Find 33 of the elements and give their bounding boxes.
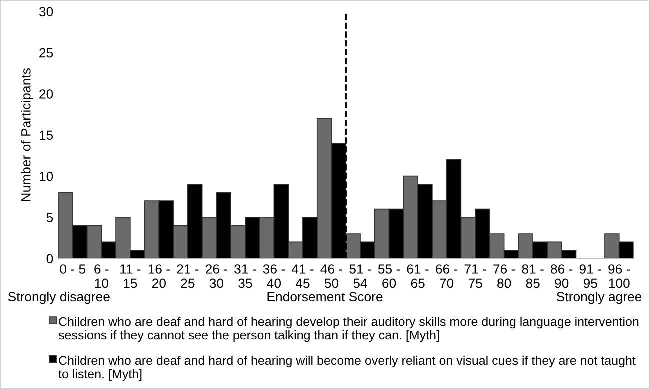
- legend-label: Children who are deaf and hard of hearing develop their auditory skills more during language intervention sessions if they cannot see the person talking than if they can. [Myth]: [58, 317, 639, 342]
- x-tick-label: 31 - 35: [234, 264, 256, 288]
- x-tick-label: 46 - 50: [320, 264, 343, 288]
- y-tick-label: 25: [40, 48, 54, 58]
- y-tick-label: 30: [39, 7, 54, 17]
- x-tick-label: 21 - 25: [177, 264, 199, 288]
- x-tick-label: 0 - 5: [60, 264, 86, 274]
- y-axis-title: Number of Participants: [21, 68, 34, 202]
- x-tick-label: 41 - 45: [292, 264, 314, 288]
- x-tick-label: 96 - 100: [608, 264, 630, 288]
- x-tick-label: 16 - 20: [148, 264, 170, 288]
- x-tick-label: 91 - 95: [580, 264, 602, 288]
- x-tick-label: 81 - 85: [522, 264, 544, 288]
- y-tick-label: 5: [46, 213, 54, 222]
- y-tick-label: 0: [46, 254, 54, 264]
- x-tick-label: 66 - 70: [436, 264, 458, 288]
- text: Strongly disagree: [8, 292, 110, 304]
- x-tick-label: 55 - 60: [378, 264, 400, 288]
- y-tick-label: 10: [40, 172, 54, 182]
- y-tick-label: 15: [40, 130, 54, 140]
- x-tick-label: 26 - 30: [206, 264, 228, 288]
- x-tick-label: 76 - 80: [494, 264, 516, 288]
- x-tick-label: 71 - 75: [464, 264, 486, 288]
- text: Strongly agree: [556, 292, 642, 304]
- x-tick-label: 86 - 90: [551, 264, 573, 288]
- x-tick-label: 6 - 10: [94, 264, 109, 288]
- x-tick-label: 61 - 65: [407, 264, 429, 288]
- x-tick-label: 11 - 15: [120, 264, 141, 288]
- x-tick-label: 51 - 54: [350, 264, 372, 288]
- x-axis-title: Endorsement Score: [268, 292, 383, 302]
- legend-label: Children who are deaf and hard of hearing will become overly reliant on visual cues if they are not taught to listen. [Myth]: [58, 356, 636, 382]
- x-tick-label: 36 - 40: [263, 264, 285, 288]
- y-tick-label: 20: [40, 90, 54, 99]
